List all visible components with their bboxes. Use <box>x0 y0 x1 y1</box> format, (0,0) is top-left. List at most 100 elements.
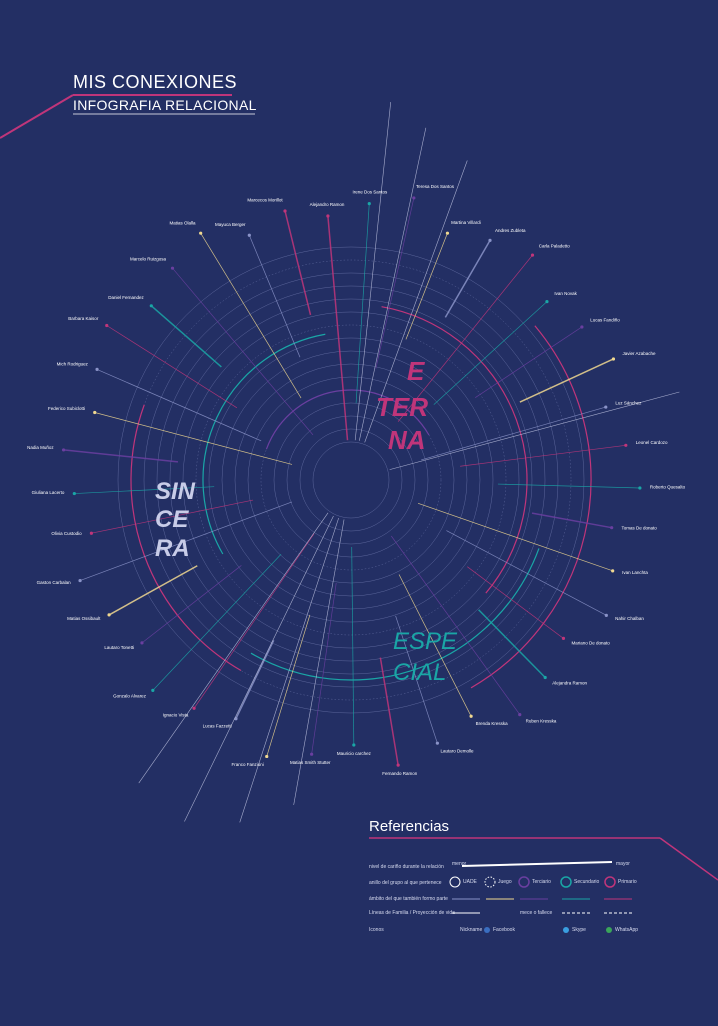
group-arc <box>381 306 528 594</box>
connection-dot <box>611 569 615 573</box>
icon-label-skype: Skype <box>572 927 586 933</box>
connection-line <box>417 502 613 572</box>
family-line <box>138 512 329 784</box>
person-label: Ignacio Vista <box>163 712 189 717</box>
connection-dot <box>107 613 111 617</box>
connection-line <box>311 582 337 755</box>
connection-line <box>172 267 314 436</box>
family-line <box>184 515 334 822</box>
connection-line <box>405 233 448 340</box>
connection-line <box>327 215 349 441</box>
connection-dot <box>352 743 356 747</box>
ring-secundario-sample <box>560 876 572 888</box>
group-arc <box>202 333 326 555</box>
ring <box>130 259 572 701</box>
connection-dot <box>580 325 584 329</box>
person-label: Martina Villardi <box>451 220 481 225</box>
connection-dot <box>151 688 155 692</box>
person-labels: Alejandro Ramon Irene Dos Santos Teresa Do… <box>27 184 686 776</box>
connection-line <box>460 444 626 467</box>
header-diagonal <box>0 94 74 139</box>
person-label: Lautaro Demolle <box>441 749 475 754</box>
connection-line <box>235 640 275 720</box>
connection-dot <box>604 405 608 409</box>
page-title: MIS CONEXIONES <box>73 72 238 92</box>
connection-dot <box>624 443 628 447</box>
connection-dot <box>283 209 287 213</box>
group-arc <box>470 325 592 689</box>
person-label: Mayuca Berger <box>215 222 246 227</box>
connection-line <box>398 574 472 717</box>
connection-line <box>444 240 491 318</box>
connection-dot <box>192 706 196 710</box>
connection-dot <box>530 253 535 257</box>
family-line <box>364 160 468 443</box>
person-label: Teresa Dos Santos <box>416 184 455 189</box>
connection-line <box>150 305 222 368</box>
person-label: Carla Paladetto <box>539 243 571 248</box>
person-label: Franco Fanzioni <box>232 762 264 767</box>
connection-line <box>200 232 302 399</box>
person-label: Lucas Fazzetti <box>203 724 232 729</box>
ref-row-anillo: anillo del grupo al que pertenece <box>369 880 442 886</box>
ring <box>312 441 390 519</box>
person-label: Ivan Lanchta <box>622 570 648 575</box>
connection-line <box>397 254 533 422</box>
ring <box>286 415 416 545</box>
person-label: Luz Sánchez <box>615 400 642 405</box>
connection-dot <box>611 357 616 361</box>
connection-dot <box>265 754 269 759</box>
word-sincera: SIN CE RA <box>155 478 196 562</box>
person-label: Alejandra Ramon <box>552 681 587 686</box>
connection-line <box>74 486 215 494</box>
ref-icons <box>484 927 612 933</box>
connection-dot <box>61 448 66 452</box>
person-label: Federico Subiclotti <box>48 406 85 411</box>
icon-label-nickname: Nickname <box>460 927 483 933</box>
connection-line <box>96 369 262 442</box>
connection-dot <box>445 231 450 235</box>
connection-dot <box>105 323 109 328</box>
connection-dot <box>545 299 549 304</box>
connection-line <box>446 530 607 616</box>
connection-dot <box>396 763 400 767</box>
ring <box>143 272 559 688</box>
family-line <box>389 391 680 470</box>
page-subtitle: INFOGRAFIA RELACIONAL <box>73 97 257 113</box>
whatsapp-icon <box>606 927 612 933</box>
connection-dot <box>326 214 330 218</box>
scale-min-label: menor <box>452 861 467 867</box>
person-label: Olivia Custodio <box>51 531 82 536</box>
family-line <box>359 127 427 441</box>
family-line <box>239 517 339 823</box>
ring <box>117 246 585 714</box>
word-eterna-2: TER <box>376 392 428 422</box>
connection-dot <box>310 752 314 756</box>
connection-line <box>467 566 564 639</box>
word-especial: ESPE CIAL <box>393 628 458 686</box>
connection-line <box>391 535 521 715</box>
ring <box>156 285 546 675</box>
dash-label: mece o fallece <box>520 910 553 916</box>
person-label: Leonel Cardozo <box>636 440 668 445</box>
ring-label-uade: UADE <box>463 879 477 885</box>
person-label: Daniel Fernandez <box>108 295 144 300</box>
connection-line <box>266 614 311 757</box>
connection-dot <box>89 531 93 535</box>
connection-dot <box>247 233 251 237</box>
person-label: Mauricio carchez <box>337 751 372 756</box>
connection-line <box>108 565 198 616</box>
ring <box>182 311 520 649</box>
person-label: Barbara Kaisor <box>68 316 99 321</box>
person-label: Ruben Kresska <box>526 719 557 724</box>
connection-dot <box>518 712 522 717</box>
connection-line <box>141 565 242 644</box>
connection-line <box>433 301 548 405</box>
skype-icon <box>563 927 569 933</box>
ring <box>234 363 468 597</box>
references-diagonal <box>659 837 718 881</box>
connection-spokes <box>61 102 680 823</box>
ring <box>208 337 494 623</box>
person-label: Irene Dos Santos <box>353 190 389 195</box>
